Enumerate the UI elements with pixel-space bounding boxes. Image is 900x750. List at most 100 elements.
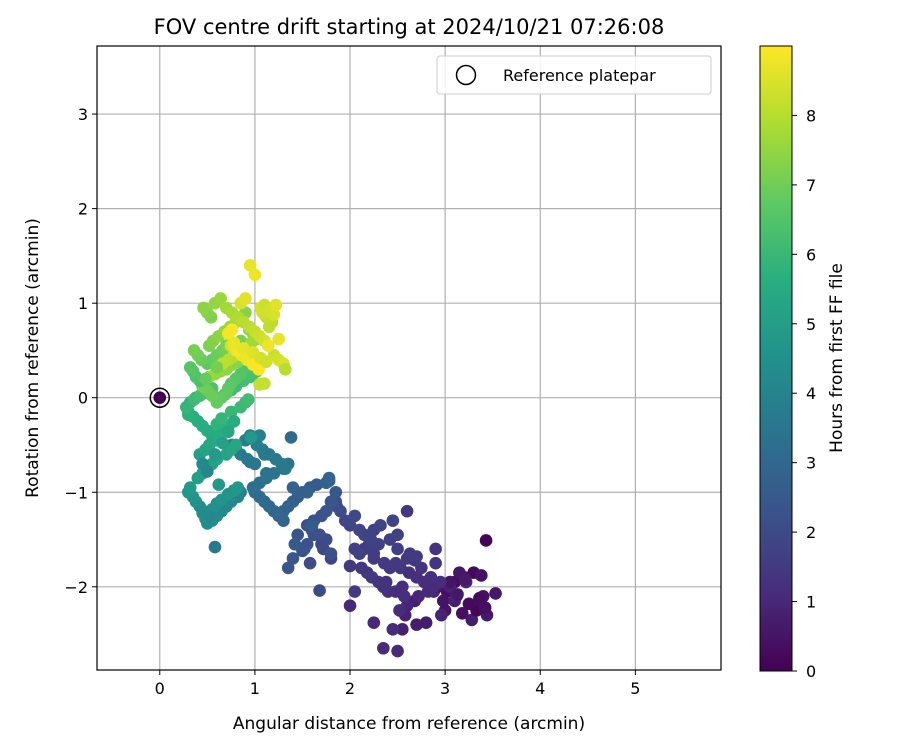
scatter-point bbox=[391, 528, 404, 542]
scatter-point bbox=[412, 589, 425, 603]
scatter-point bbox=[465, 613, 479, 627]
colorbar-tick-label: 2 bbox=[806, 523, 816, 542]
scatter-point bbox=[386, 623, 400, 636]
colorbar-tick-label: 3 bbox=[806, 454, 816, 473]
y-axis-label: Rotation from reference (arcmin) bbox=[23, 218, 43, 498]
x-tick-label: 0 bbox=[155, 679, 165, 698]
scatter-point bbox=[267, 308, 281, 321]
scatter-point bbox=[286, 552, 300, 565]
x-axis-label: Angular distance from reference (arcmin) bbox=[233, 714, 585, 734]
scatter-point bbox=[279, 363, 292, 376]
scatter-point bbox=[243, 259, 257, 272]
scatter-point bbox=[377, 556, 391, 570]
scatter-point bbox=[479, 534, 493, 547]
chart-title: FOV centre drift starting at 2024/10/21 … bbox=[154, 15, 665, 39]
scatter-point bbox=[324, 547, 338, 561]
scatter-point bbox=[291, 528, 305, 542]
legend-entry-reference-platepar: Reference platepar bbox=[503, 66, 656, 85]
scatter-point bbox=[429, 556, 442, 570]
scatter-point bbox=[215, 412, 228, 425]
scatter-point bbox=[424, 571, 438, 584]
scatter-point bbox=[272, 332, 285, 346]
scatter-point bbox=[201, 465, 214, 478]
scatter-point bbox=[229, 438, 243, 452]
scatter-point bbox=[348, 585, 362, 598]
colorbar: 0 1 2 3 4 5 6 7 8 Hours from first FF file bbox=[759, 45, 847, 681]
colorbar-gradient bbox=[759, 45, 793, 672]
scatter-point bbox=[396, 623, 409, 636]
x-tick-label: 5 bbox=[630, 679, 640, 698]
scatter-point bbox=[284, 431, 298, 444]
y-tick-label: 1 bbox=[78, 294, 88, 313]
scatter-point bbox=[221, 327, 235, 340]
scatter-point bbox=[231, 481, 245, 494]
scatter-point bbox=[348, 509, 362, 523]
scatter-point bbox=[248, 268, 262, 282]
scatter-point bbox=[227, 415, 241, 428]
colorbar-tick-label: 0 bbox=[806, 662, 816, 681]
scatter-point bbox=[355, 561, 368, 575]
scatter-point bbox=[338, 514, 352, 527]
scatter-point bbox=[286, 481, 300, 494]
scatter-point bbox=[353, 523, 366, 537]
scatter-point bbox=[419, 616, 433, 630]
scatter-point bbox=[400, 504, 414, 518]
scatter-point bbox=[435, 608, 448, 622]
x-tick-label: 4 bbox=[535, 679, 545, 698]
scatter-point bbox=[478, 601, 492, 614]
scatter-point bbox=[241, 393, 255, 406]
x-tick-label: 2 bbox=[345, 679, 355, 698]
scatter-point bbox=[410, 571, 423, 584]
scatter-point bbox=[391, 542, 404, 556]
scatter-point bbox=[451, 588, 464, 601]
scatter-point bbox=[281, 561, 295, 575]
scatter-point bbox=[393, 604, 406, 617]
colorbar-tick-label: 1 bbox=[806, 593, 816, 612]
scatter-point bbox=[410, 618, 423, 631]
scatter-point bbox=[224, 405, 238, 419]
scatter-point bbox=[244, 431, 258, 444]
scatter-point bbox=[261, 339, 275, 353]
colorbar-tick-label: 7 bbox=[806, 176, 816, 195]
scatter-point bbox=[237, 342, 250, 355]
y-tick-label: 3 bbox=[78, 105, 88, 124]
colorbar-tick-label: 4 bbox=[806, 384, 816, 403]
scatter-point bbox=[379, 575, 393, 589]
scatter-point bbox=[214, 292, 227, 305]
scatter-point bbox=[298, 542, 311, 556]
scatter-point bbox=[300, 485, 314, 499]
scatter-point bbox=[208, 448, 222, 461]
legend-open-circle-marker bbox=[455, 64, 477, 86]
scatter-point bbox=[436, 594, 450, 608]
scatter-point bbox=[260, 467, 273, 480]
scatter-point bbox=[489, 587, 502, 600]
colorbar-tick-label: 6 bbox=[806, 245, 816, 264]
scatter-point bbox=[462, 597, 476, 611]
x-axis-ticks: 0 1 2 3 4 5 bbox=[155, 670, 640, 698]
scatter-point bbox=[443, 575, 457, 589]
scatter-point bbox=[210, 361, 224, 374]
scatter-point bbox=[367, 616, 381, 630]
scatter-point bbox=[391, 644, 404, 658]
scatter-point bbox=[197, 301, 210, 315]
legend: Reference platepar bbox=[436, 55, 712, 95]
scatter-point bbox=[353, 547, 366, 561]
reference-marker-layer bbox=[149, 387, 171, 408]
scatter-point bbox=[187, 344, 201, 357]
scatter-point bbox=[288, 537, 302, 551]
scatter-point bbox=[212, 478, 226, 491]
scatter-point bbox=[374, 519, 387, 532]
scatter-point bbox=[473, 591, 486, 605]
y-axis-ticks: −2 −1 0 1 2 3 bbox=[64, 105, 97, 597]
scatter-point bbox=[329, 485, 343, 499]
scatter-point bbox=[153, 391, 167, 405]
scatter-point bbox=[396, 580, 409, 594]
scatter-point bbox=[410, 550, 423, 563]
scatter-point bbox=[260, 355, 273, 369]
x-tick-label: 3 bbox=[440, 679, 450, 698]
scatter-point bbox=[227, 336, 241, 350]
scatter-point bbox=[367, 552, 381, 565]
scatter-point bbox=[377, 641, 390, 655]
y-tick-label: −1 bbox=[64, 483, 88, 502]
